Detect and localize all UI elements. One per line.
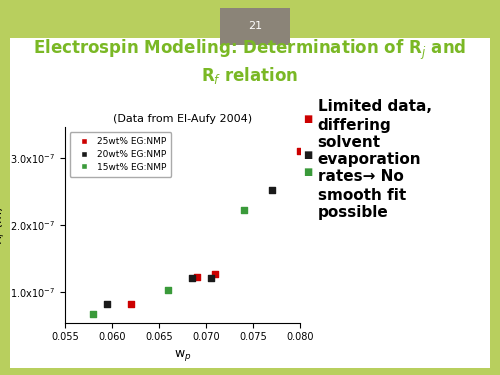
Text: Electrospin Modeling: Determination of R$_j$ and
R$_f$ relation: Electrospin Modeling: Determination of R… — [34, 38, 467, 86]
Text: 21: 21 — [248, 21, 262, 31]
Text: ■: ■ — [304, 167, 313, 177]
Point — [192, 274, 200, 280]
Point — [240, 207, 248, 213]
Text: rates→ No: rates→ No — [318, 170, 403, 184]
Point — [296, 148, 304, 154]
Text: ■: ■ — [304, 150, 313, 160]
Point — [127, 301, 135, 307]
Point — [89, 311, 97, 317]
Text: differing: differing — [318, 118, 391, 133]
Point — [268, 187, 276, 193]
Point — [164, 287, 172, 293]
Legend: 25wt% EG:NMP, 20wt% EG:NMP, 15wt% EG:NMP: 25wt% EG:NMP, 20wt% EG:NMP, 15wt% EG:NMP — [70, 132, 172, 177]
Text: ■: ■ — [304, 114, 313, 125]
Text: solvent: solvent — [318, 135, 380, 150]
Title: (Data from El-Aufy 2004): (Data from El-Aufy 2004) — [113, 114, 252, 124]
Point — [104, 301, 112, 307]
Text: smooth fit: smooth fit — [318, 188, 406, 202]
Y-axis label: R$_f$ (m): R$_f$ (m) — [0, 206, 7, 245]
Point — [212, 271, 220, 277]
Text: evaporation: evaporation — [318, 152, 421, 167]
Text: Limited data,: Limited data, — [318, 99, 432, 114]
Point — [188, 275, 196, 281]
Text: possible: possible — [318, 206, 388, 220]
X-axis label: w$_p$: w$_p$ — [174, 348, 192, 363]
Point — [206, 275, 214, 281]
